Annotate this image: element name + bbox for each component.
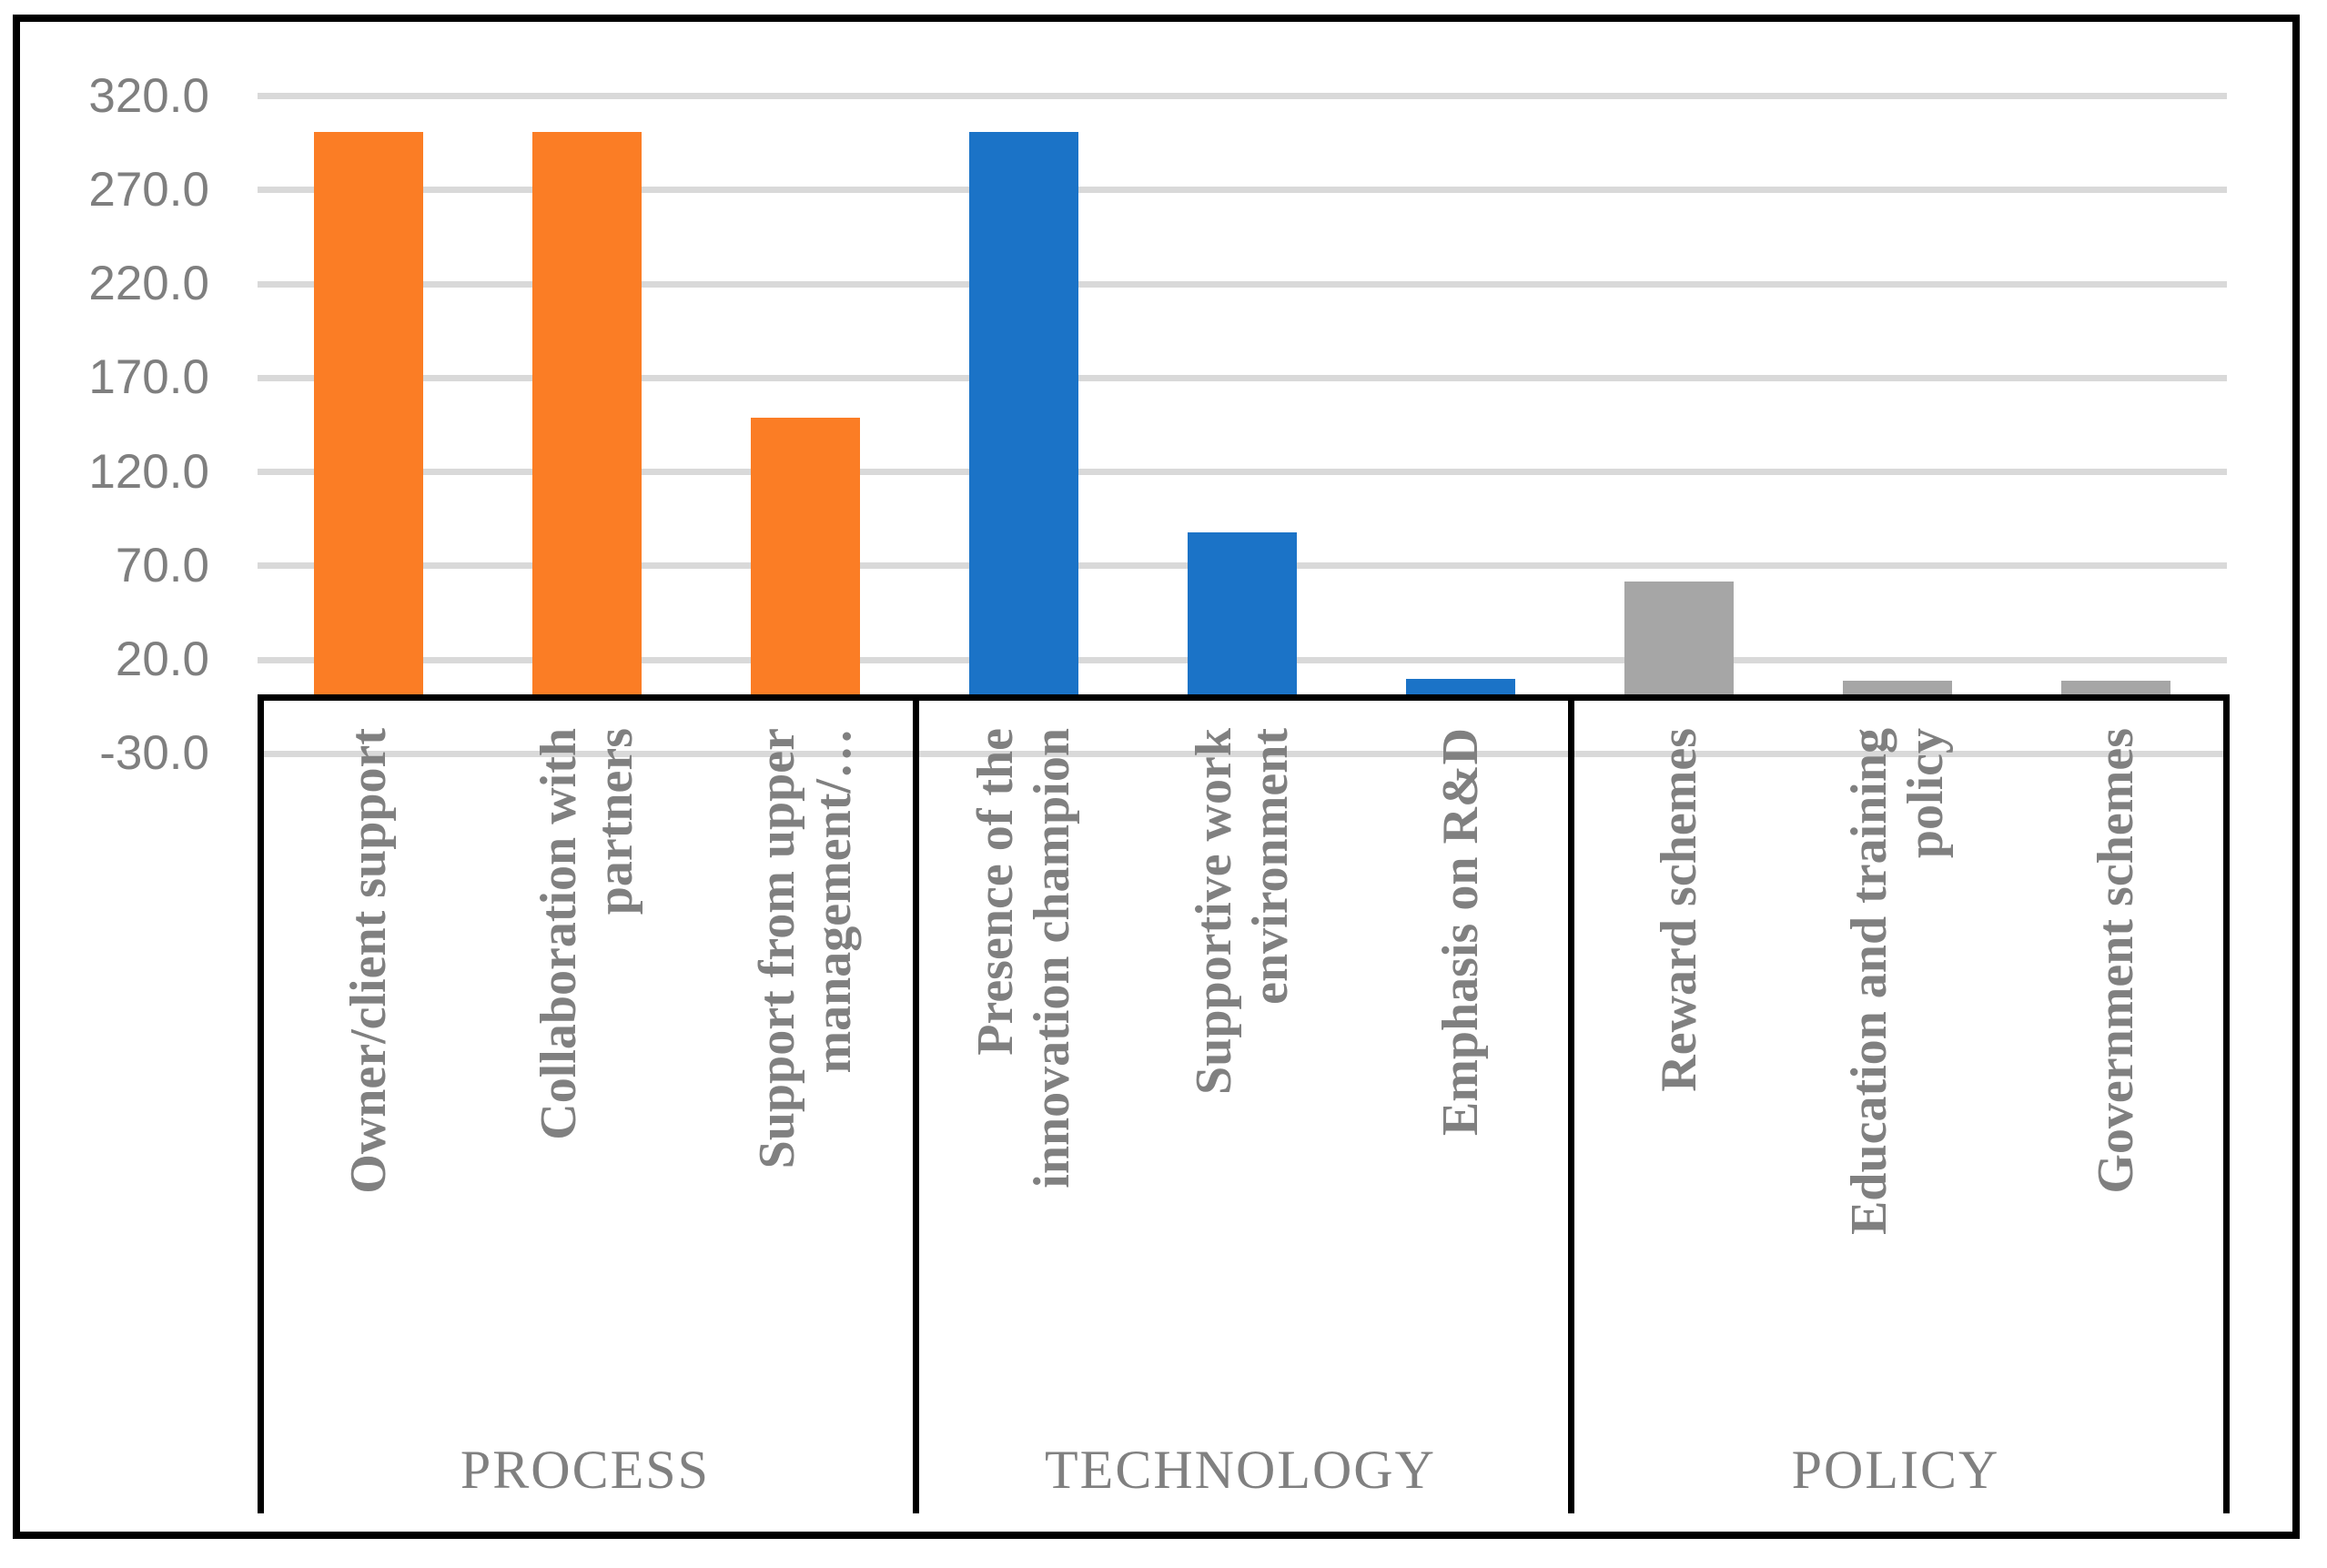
group-label-process: PROCESS (460, 1440, 711, 1500)
bar-government-schemes (2061, 681, 2170, 698)
category-label-education-and-training-policy: Education and training policy (1788, 728, 2007, 1511)
bar-education-and-training-policy (1843, 681, 1952, 698)
bar-owner-client-support (314, 132, 423, 698)
gridline (258, 281, 2227, 288)
bar-support-from-upper-management (751, 418, 860, 698)
category-label-supportive-work-environment: Supportive work environment (1133, 728, 1351, 1511)
category-label-presence-of-the-innovation-champion: Presence of the innovation champion (915, 728, 1133, 1511)
category-axis-line (258, 694, 2230, 701)
category-label-line: Presence of the (967, 728, 1024, 1056)
group-label-technology: TECHNOLOGY (1045, 1440, 1436, 1500)
y-tick-label: 70.0 (115, 539, 209, 592)
category-label-collaboration-with-partners: Collaboration with partners (478, 728, 696, 1511)
category-label-line: partners (587, 728, 643, 916)
category-box-divider (1568, 694, 1574, 1513)
category-label-owner-client-support: Owner/client support (259, 728, 478, 1511)
category-label-line: Reward schemes (1651, 728, 1707, 1092)
category-label-reward-schemes: Reward schemes (1570, 728, 1788, 1511)
y-tick-label: 270.0 (88, 163, 209, 217)
category-label-line: Education and training (1841, 728, 1897, 1236)
gridline (258, 93, 2227, 99)
category-label-line: Collaboration with (531, 728, 587, 1140)
category-label-line: Supportive work (1186, 728, 1242, 1095)
category-label-line: management/… (805, 728, 862, 1074)
category-label-support-from-upper-management: Support from upper management/… (696, 728, 915, 1511)
category-label-line: Government schemes (2088, 728, 2144, 1194)
category-box-divider (258, 694, 264, 1513)
gridline (258, 375, 2227, 381)
group-label-policy: POLICY (1791, 1440, 2000, 1500)
category-label-government-schemes: Government schemes (2007, 728, 2225, 1511)
y-tick-label: 120.0 (88, 445, 209, 499)
category-box-divider (2223, 694, 2230, 1513)
y-tick-label: 220.0 (88, 257, 209, 310)
bar-emphasis-on-r-d (1406, 679, 1515, 698)
category-label-line: Owner/client support (340, 728, 397, 1194)
bar-supportive-work-environment (1188, 532, 1297, 698)
category-label-emphasis-on-r-d: Emphasis on R&D (1351, 728, 1570, 1511)
y-tick-label: 20.0 (115, 632, 209, 686)
gridline (258, 751, 2227, 757)
y-tick-label: 170.0 (88, 350, 209, 404)
bar-presence-of-the-innovation-champion (969, 132, 1078, 698)
gridline (258, 187, 2227, 193)
chart-outer-border (13, 15, 2300, 1539)
y-tick-label: -30.0 (99, 726, 209, 780)
category-label-line: environment (1242, 728, 1299, 1005)
category-label-line: Support from upper (749, 728, 805, 1169)
category-label-line: policy (1897, 728, 1954, 859)
gridline (258, 469, 2227, 475)
bar-collaboration-with-partners (532, 132, 642, 698)
category-label-line: Emphasis on R&D (1432, 728, 1489, 1137)
bar-reward-schemes (1624, 582, 1734, 698)
category-label-line: innovation champion (1024, 728, 1080, 1189)
y-tick-label: 320.0 (88, 69, 209, 123)
category-box-divider (913, 694, 919, 1513)
